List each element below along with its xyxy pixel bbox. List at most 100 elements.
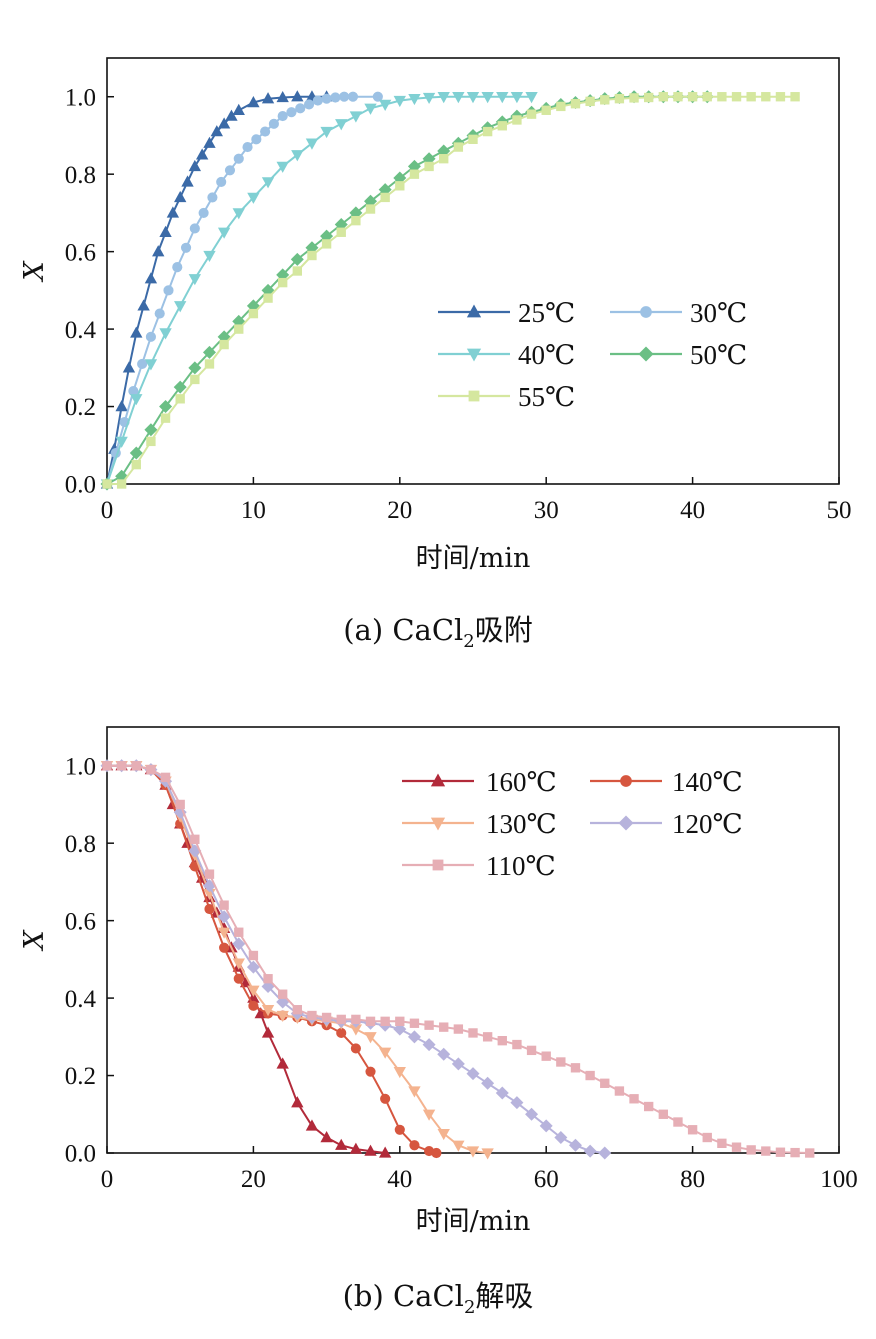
chart-b-data-point (525, 1107, 539, 1121)
chart-a-data-point (497, 121, 507, 131)
chart-b-y-tick-label: 1.0 (65, 754, 96, 781)
chart-b-data-point (364, 1144, 377, 1156)
chart-a-data-point (307, 250, 317, 261)
chart-b-data-point (541, 1051, 551, 1061)
chart-b-legend-label: 160℃ (486, 767, 557, 797)
chart-a-data-point (190, 374, 200, 385)
chart-a-data-point (731, 92, 742, 102)
chart-a-data-point (422, 92, 436, 105)
chart-b-x-tick-label: 60 (534, 1166, 559, 1193)
chart-b-data-point (481, 1076, 495, 1090)
chart-b-caption-subscript: 2 (464, 1297, 475, 1318)
chart-b-data-point (364, 1032, 377, 1044)
chart-b-data-point (805, 1148, 815, 1158)
chart-a-data-point (629, 93, 639, 103)
chart-a-data-point (172, 262, 183, 273)
chart-a-data-point (468, 134, 478, 145)
chart-b-series-4 (102, 761, 815, 1158)
chart-b-data-point (394, 1124, 405, 1135)
chart-a-data-point (159, 328, 172, 340)
chart-a-data-point (160, 413, 171, 423)
chart-b-data-point (468, 1028, 478, 1038)
chart-a-data-point (261, 177, 275, 189)
chart-b-data-point (512, 1039, 522, 1050)
chart-b-data-point (431, 1147, 442, 1159)
chart-b-data-point (278, 989, 288, 999)
chart-b-data-point (495, 1086, 509, 1100)
chart-a-data-point (188, 159, 202, 172)
chart-b-data-point (761, 1146, 771, 1156)
chart-a-x-tick-label: 40 (680, 497, 705, 524)
legend-marker (468, 390, 480, 402)
chart-b-data-point (146, 764, 156, 775)
chart-b-caption-prefix: (b) CaCl (343, 1279, 464, 1313)
chart-a-data-point (181, 175, 194, 187)
chart-a-data-point (437, 92, 450, 104)
chart-a-legend-key-25c (438, 304, 510, 318)
chart-a-data-point (131, 459, 141, 470)
chart-b-data-point (336, 1027, 347, 1039)
chart-b-data-point (349, 1024, 363, 1036)
chart-b-data-point (378, 1047, 392, 1059)
chart-a-legend-label: 55℃ (518, 382, 575, 412)
chart-a-data-point (130, 394, 143, 406)
chart-a-data-point (364, 103, 377, 115)
chart-b-data-point (380, 1016, 390, 1027)
chart-a-data-point (409, 169, 420, 179)
chart-a-data-point (217, 117, 231, 129)
chart-b-series-0 (100, 759, 392, 1158)
chart-a-data-point (189, 223, 200, 234)
chart-a-data-point (115, 400, 128, 412)
chart-b-legend: 160℃ 140℃ 130℃ 120℃ 110℃ (402, 767, 743, 881)
chart-a-x-tick-label: 30 (534, 497, 559, 524)
chart-b-data-point (116, 761, 127, 771)
chart-a-data-point (248, 308, 259, 319)
chart-b-data-point (598, 1146, 612, 1160)
chart-b-legend-key-110c (402, 859, 474, 871)
chart-b-data-point (673, 1117, 683, 1127)
chart-a-legend-key-50c (610, 346, 682, 362)
chart-a-data-point (276, 91, 289, 103)
chart-a-data-point (144, 272, 158, 284)
chart-a-data-point (247, 96, 260, 108)
chart-b-data-point (292, 1005, 302, 1015)
chart-b-data-point (717, 1138, 727, 1148)
legend-marker (620, 775, 632, 787)
chart-a-data-point (276, 161, 289, 173)
chart-b-data-point (393, 1066, 406, 1079)
chart-a-legend-key-30c (610, 306, 682, 318)
chart-a-data-point (115, 436, 128, 448)
chart-b-legend-key-130c (402, 817, 474, 831)
legend-marker (466, 348, 482, 362)
legend-marker (430, 773, 446, 787)
chart-b-data-point (246, 960, 260, 974)
chart-a-data-point (234, 324, 244, 334)
chart-a-data-point (510, 92, 524, 104)
chart-b-data-point (335, 1138, 348, 1150)
chart-b-series (100, 759, 815, 1160)
chart-b-legend-label: 140℃ (672, 767, 743, 797)
chart-b-data-point (232, 937, 246, 951)
chart-a-data-point (188, 274, 202, 286)
chart-a-data-point (365, 204, 376, 214)
chart-a-data-point (232, 103, 245, 115)
chart-b-y-tick-label: 0.2 (65, 1063, 96, 1090)
chart-a-data-point (320, 126, 333, 139)
chart-a-data-point (159, 225, 172, 237)
chart-b-data-point (232, 958, 245, 970)
chart-a-data-point (216, 176, 227, 187)
chart-a-data-point (204, 359, 215, 369)
chart-b-data-point (746, 1145, 756, 1155)
chart-a-data-point (130, 326, 143, 338)
chart-a-data-point (775, 92, 786, 102)
chart-b-caption: (b) CaCl2解吸 (343, 1279, 534, 1318)
chart-a-caption-prefix: (a) CaCl (343, 613, 463, 647)
chart-a-data-point (570, 99, 581, 109)
legend-marker (640, 306, 652, 318)
chart-a-data-point (525, 92, 538, 104)
chart-b-data-point (175, 799, 185, 810)
chart-b-data-point (307, 1010, 317, 1021)
chart-b-x-tick-label: 100 (820, 1166, 858, 1193)
chart-a-data-point (145, 331, 156, 342)
chart-a-data-point (210, 125, 223, 137)
